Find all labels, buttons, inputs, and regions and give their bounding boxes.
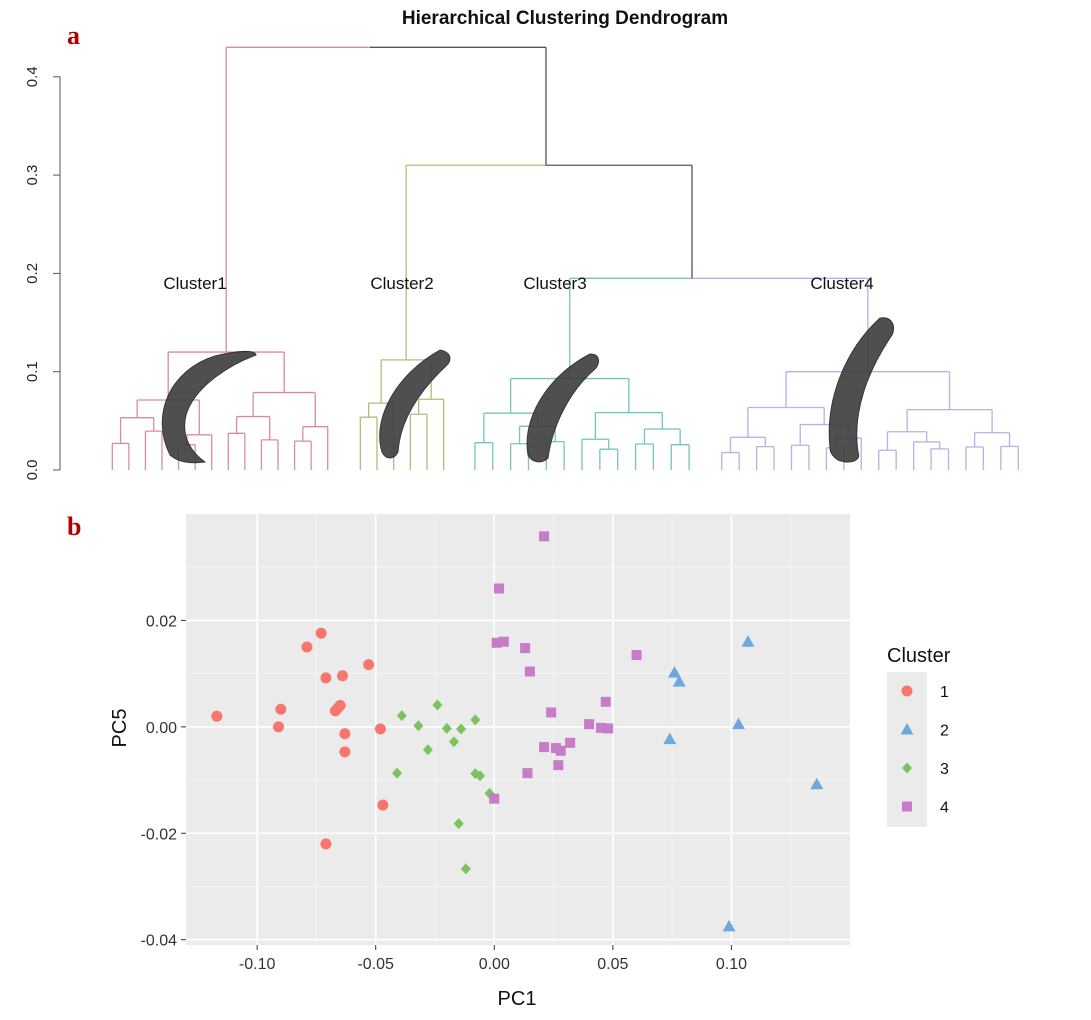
data-point-cluster-4 bbox=[539, 742, 550, 753]
data-point-cluster-4 bbox=[498, 636, 509, 647]
data-point-cluster-3 bbox=[422, 744, 433, 756]
dendrogram-chart: Hierarchical Clustering Dendrogram 0.00.… bbox=[24, 8, 1019, 481]
data-point-cluster-4 bbox=[603, 723, 614, 734]
dendrogram-y-axis: 0.0 0.1 0.2 0.3 0.4 bbox=[24, 66, 61, 481]
specimen-image bbox=[161, 350, 257, 464]
cluster-label: Cluster4 bbox=[810, 274, 873, 293]
data-point-cluster-1 bbox=[337, 670, 349, 682]
data-point-cluster-4 bbox=[522, 768, 533, 779]
data-point-cluster-4 bbox=[565, 737, 576, 748]
cluster-label: Cluster3 bbox=[523, 274, 586, 293]
data-point-cluster-1 bbox=[334, 700, 346, 712]
legend-key-3 bbox=[902, 762, 912, 774]
specimen-image bbox=[828, 317, 894, 463]
data-point-cluster-2 bbox=[663, 732, 677, 745]
y-tick-label: 0.4 bbox=[24, 66, 41, 87]
x-tick-label: -0.05 bbox=[357, 956, 394, 973]
x-tick-label: -0.10 bbox=[239, 956, 276, 973]
data-point-cluster-4 bbox=[524, 666, 535, 677]
y-tick-label: 0.02 bbox=[146, 613, 177, 630]
data-point-cluster-4 bbox=[520, 643, 531, 654]
y-axis-title: PC5 bbox=[109, 709, 131, 748]
data-point-cluster-4 bbox=[489, 793, 500, 804]
data-point-cluster-2 bbox=[668, 666, 682, 678]
plot-ticks: -0.10 -0.05 0.00 0.05 0.10 -0.04 -0.02 0.00 0.02 bbox=[141, 613, 748, 973]
data-point-cluster-1 bbox=[301, 641, 313, 653]
legend-label: 3 bbox=[940, 761, 949, 778]
data-point-cluster-1 bbox=[374, 723, 386, 735]
panel-label-a: a bbox=[67, 21, 80, 50]
legend-label: 2 bbox=[940, 723, 949, 740]
data-point-cluster-1 bbox=[320, 672, 332, 684]
scatter-chart: -0.10 -0.05 0.00 0.05 0.10 -0.04 -0.02 0.00 0.02… bbox=[109, 514, 951, 1010]
y-tick-label: -0.04 bbox=[141, 933, 178, 950]
cluster-label: Cluster2 bbox=[370, 274, 433, 293]
legend-label: 1 bbox=[940, 684, 949, 701]
data-point-cluster-3 bbox=[396, 710, 407, 722]
data-point-cluster-1 bbox=[339, 728, 351, 740]
y-tick-label: 0.0 bbox=[24, 460, 41, 481]
data-point-cluster-4 bbox=[491, 637, 502, 648]
legend-label: 4 bbox=[940, 800, 949, 817]
dendrogram-cluster-labels: Cluster1 Cluster2 Cluster3 Cluster4 bbox=[163, 274, 873, 293]
panel-label-b: b bbox=[67, 512, 81, 541]
y-tick-label: 0.00 bbox=[146, 720, 177, 737]
data-point-cluster-4 bbox=[600, 696, 611, 707]
data-point-cluster-4 bbox=[546, 707, 557, 718]
data-point-cluster-1 bbox=[377, 799, 389, 811]
specimen-image bbox=[379, 349, 451, 459]
y-tick-label: 0.2 bbox=[24, 263, 41, 284]
data-point-cluster-3 bbox=[475, 770, 486, 782]
x-tick-label: 0.00 bbox=[479, 956, 510, 973]
data-point-cluster-3 bbox=[413, 720, 424, 732]
legend-key-background bbox=[887, 672, 927, 827]
plot-panel bbox=[186, 514, 850, 945]
data-point-cluster-3 bbox=[453, 818, 464, 830]
legend: Cluster 1 2 3 4 bbox=[887, 645, 951, 827]
data-point-cluster-4 bbox=[555, 745, 566, 756]
legend-key-1 bbox=[901, 685, 913, 697]
data-point-cluster-4 bbox=[553, 760, 564, 771]
data-point-cluster-2 bbox=[810, 777, 824, 790]
y-tick-label: -0.02 bbox=[141, 826, 178, 843]
data-point-cluster-3 bbox=[441, 722, 452, 734]
y-tick-label: 0.1 bbox=[24, 361, 41, 382]
data-point-cluster-3 bbox=[432, 699, 443, 711]
data-point-cluster-3 bbox=[460, 863, 471, 875]
legend-key-4 bbox=[902, 801, 912, 812]
data-point-cluster-2 bbox=[732, 717, 746, 730]
data-point-cluster-4 bbox=[494, 583, 505, 594]
data-point-cluster-3 bbox=[448, 736, 459, 748]
legend-title: Cluster bbox=[887, 645, 951, 667]
legend-key-2 bbox=[900, 723, 914, 735]
data-point-cluster-1 bbox=[272, 721, 284, 733]
cluster-label: Cluster1 bbox=[163, 274, 226, 293]
data-point-cluster-4 bbox=[596, 722, 606, 733]
x-tick-label: 0.10 bbox=[716, 956, 747, 973]
data-point-cluster-1 bbox=[211, 710, 223, 722]
data-point-cluster-3 bbox=[392, 767, 403, 779]
specimen-images bbox=[161, 317, 894, 464]
data-point-cluster-1 bbox=[275, 703, 287, 715]
dendrogram-tree bbox=[111, 46, 1019, 470]
data-point-cluster-3 bbox=[456, 723, 467, 735]
data-point-cluster-2 bbox=[722, 919, 736, 932]
data-point-cluster-1 bbox=[363, 659, 375, 671]
data-point-cluster-3 bbox=[470, 714, 481, 726]
plot-points bbox=[211, 531, 824, 932]
x-axis-title: PC1 bbox=[498, 988, 537, 1010]
dendrogram-title: Hierarchical Clustering Dendrogram bbox=[402, 8, 728, 29]
data-point-cluster-1 bbox=[315, 627, 327, 639]
data-point-cluster-2 bbox=[672, 675, 686, 687]
data-point-cluster-4 bbox=[539, 531, 550, 542]
data-point-cluster-1 bbox=[339, 746, 351, 758]
y-tick-label: 0.3 bbox=[24, 165, 41, 186]
specimen-image bbox=[526, 353, 599, 463]
x-tick-label: 0.05 bbox=[597, 956, 628, 973]
data-point-cluster-1 bbox=[320, 838, 332, 850]
data-point-cluster-4 bbox=[631, 650, 642, 661]
data-point-cluster-4 bbox=[584, 719, 595, 730]
data-point-cluster-2 bbox=[741, 635, 755, 647]
